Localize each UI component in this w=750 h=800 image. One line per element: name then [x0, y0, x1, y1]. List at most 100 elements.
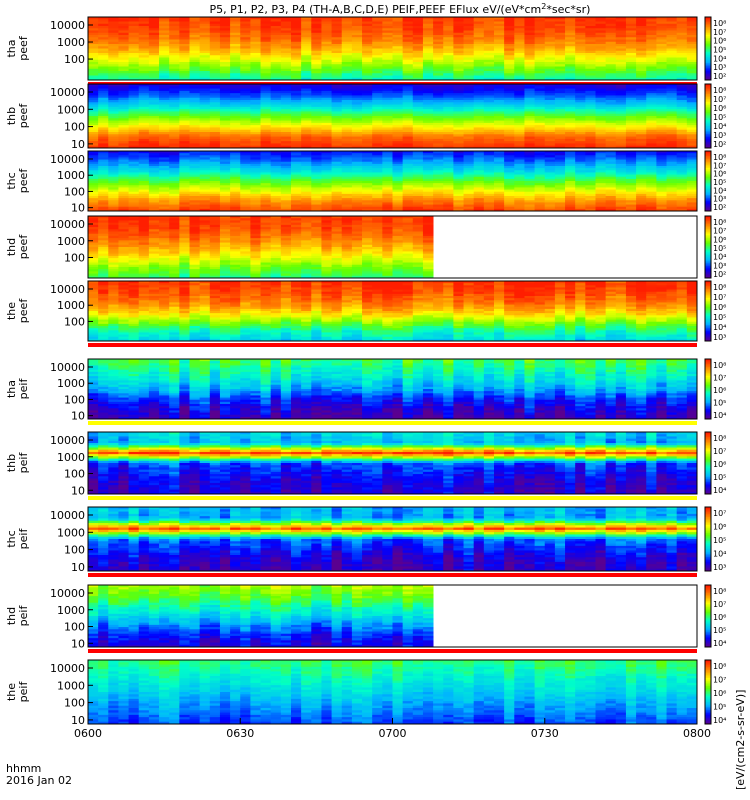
spectrogram-cell [605, 120, 617, 124]
spectrogram-cell [138, 26, 150, 29]
spectrogram-cell [341, 120, 353, 124]
spectrogram-cell [351, 141, 363, 144]
spectrogram-cell [595, 109, 607, 112]
spectrogram-cell [443, 46, 454, 49]
spectrogram-cell [128, 116, 140, 119]
spectrogram-cell [463, 109, 475, 112]
spectrogram-cell [250, 153, 261, 156]
spectrogram-cell [686, 48, 698, 52]
spectrogram-cell [494, 93, 505, 96]
spectrogram-cell [494, 41, 505, 45]
colorbar-frame [704, 83, 712, 149]
spectrogram-cell [676, 93, 688, 96]
spectrogram-cell [118, 200, 129, 203]
spectrogram-cell [240, 193, 251, 197]
spectrogram-cell [351, 189, 363, 193]
spectrogram-cell [291, 17, 302, 20]
spectrogram-cell [554, 59, 566, 63]
spectrogram-cell [646, 109, 657, 112]
spectrogram-cell [362, 163, 373, 167]
spectrogram-cell [625, 39, 637, 43]
spectrogram-cell [148, 39, 160, 43]
spectrogram-cell [240, 183, 251, 186]
spectrogram-cell [108, 93, 119, 96]
spectrogram-cell [240, 168, 251, 171]
spectrogram-cell [494, 28, 505, 31]
spectrogram-cell [524, 50, 535, 54]
spectrogram-cell [138, 120, 150, 124]
spectrogram-cell [311, 134, 322, 137]
spectrogram-cell [362, 84, 373, 87]
spectrogram-cell [483, 141, 495, 144]
spectrogram-cell [463, 104, 475, 108]
spectrogram-cell [270, 90, 282, 94]
spectrogram-cell [179, 19, 190, 22]
spectrogram-cell [301, 104, 312, 108]
spectrogram-cell [615, 120, 627, 124]
spectrogram-cell [534, 118, 546, 121]
spectrogram-cell [636, 88, 647, 92]
spectrogram-cell [138, 204, 150, 208]
spectrogram-cell [169, 170, 180, 173]
colorbar-cell [705, 98, 711, 101]
spectrogram-cell [321, 157, 332, 160]
spectrogram-cell [443, 44, 454, 47]
spectrogram-cell [219, 136, 231, 140]
spectrogram-cell [544, 50, 556, 54]
spectrogram-cell [494, 23, 505, 27]
spectrogram-cell [250, 21, 261, 25]
spectrogram-cell [473, 30, 485, 34]
spectrogram-cell [189, 163, 201, 167]
spectrogram-cell [219, 132, 231, 135]
spectrogram-cell [148, 151, 160, 154]
spectrogram-cell [159, 153, 170, 156]
spectrogram-cell [544, 73, 556, 76]
spectrogram-cell [615, 62, 627, 65]
spectrogram-cell [169, 84, 180, 87]
spectrogram-cell [169, 141, 180, 144]
spectrogram-cell [575, 23, 586, 27]
spectrogram-cell [108, 174, 119, 178]
spectrogram-cell [666, 141, 678, 144]
spectrogram-cell [311, 168, 322, 171]
spectrogram-cell [148, 95, 160, 99]
spectrogram-cell [169, 134, 180, 137]
spectrogram-cell [341, 23, 353, 27]
spectrogram-cell [240, 122, 251, 126]
spectrogram-cell [148, 71, 160, 74]
spectrogram-cell [372, 185, 383, 188]
spectrogram-cell [372, 95, 383, 99]
colorbar-cell [705, 34, 711, 37]
spectrogram-cell [88, 159, 99, 163]
spectrogram-cell [321, 46, 332, 49]
spectrogram-cell [301, 30, 312, 34]
spectrogram-cell [138, 143, 150, 147]
spectrogram-cell [321, 191, 332, 195]
spectrogram-cell [554, 28, 566, 31]
spectrogram-cell [646, 17, 657, 20]
spectrogram-cell [382, 46, 393, 49]
spectrogram-cell [453, 106, 464, 110]
spectrogram-cell [544, 104, 556, 108]
spectrogram-cell [179, 62, 190, 65]
spectrogram-cell [128, 97, 140, 101]
colorbar-cell [705, 120, 711, 123]
spectrogram-cell [494, 46, 505, 49]
spectrogram-cell [341, 57, 353, 61]
spectrogram-cell [392, 125, 404, 128]
spectrogram-cell [138, 102, 150, 105]
spectrogram-cell [534, 113, 546, 117]
spectrogram-cell [209, 155, 221, 158]
spectrogram-cell [382, 71, 393, 74]
spectrogram-cell [422, 50, 434, 54]
spectrogram-cell [260, 153, 272, 156]
spectrogram-cell [504, 19, 515, 22]
spectrogram-cell [280, 30, 292, 34]
spectrogram-cell [554, 57, 566, 61]
spectrogram-cell [514, 55, 525, 58]
spectrogram-cell [291, 86, 302, 89]
spectrogram-cell [118, 95, 129, 99]
spectrogram-cell [219, 125, 231, 128]
spectrogram-cell [341, 168, 353, 171]
spectrogram-cell [240, 153, 251, 156]
